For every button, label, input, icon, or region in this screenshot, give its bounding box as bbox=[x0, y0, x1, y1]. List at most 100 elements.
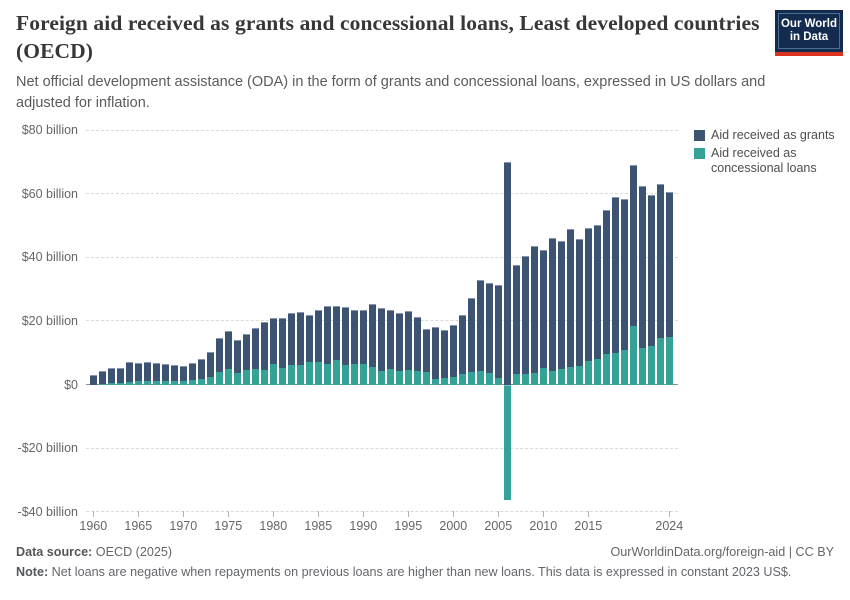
bar-grants-2002[interactable] bbox=[467, 298, 475, 372]
bar-grants-1975[interactable] bbox=[224, 330, 232, 369]
bar-loans-2007[interactable] bbox=[512, 373, 520, 386]
bar-grants-2014[interactable] bbox=[575, 239, 583, 367]
bar-grants-1999[interactable] bbox=[440, 330, 448, 379]
bar-loans-1989[interactable] bbox=[350, 362, 358, 386]
bar-loans-1984[interactable] bbox=[305, 360, 313, 386]
bar-grants-2009[interactable] bbox=[530, 246, 538, 373]
bar-grants-1963[interactable] bbox=[116, 367, 124, 383]
bar-grants-2012[interactable] bbox=[557, 240, 565, 370]
bar-grants-2016[interactable] bbox=[593, 225, 601, 360]
owid-logo[interactable]: Our World in Data bbox=[775, 10, 843, 56]
bar-loans-1972[interactable] bbox=[197, 378, 205, 386]
bar-grants-1966[interactable] bbox=[143, 361, 151, 382]
bar-grants-2008[interactable] bbox=[521, 256, 529, 374]
bar-loans-2004[interactable] bbox=[485, 371, 493, 386]
bar-loans-2016[interactable] bbox=[593, 358, 601, 386]
bar-grants-1990[interactable] bbox=[359, 309, 367, 365]
bar-grants-1976[interactable] bbox=[233, 340, 241, 374]
bar-grants-2003[interactable] bbox=[476, 279, 484, 371]
bar-grants-1962[interactable] bbox=[107, 367, 115, 384]
bar-loans-2024[interactable] bbox=[665, 335, 673, 386]
bar-loans-2022[interactable] bbox=[647, 345, 655, 386]
bar-grants-1964[interactable] bbox=[125, 362, 133, 382]
bar-grants-1970[interactable] bbox=[179, 366, 187, 382]
bar-loans-2002[interactable] bbox=[467, 370, 475, 386]
bar-loans-1991[interactable] bbox=[368, 366, 376, 386]
bar-loans-2010[interactable] bbox=[539, 366, 547, 386]
bar-grants-1978[interactable] bbox=[251, 327, 259, 370]
bar-loans-2018[interactable] bbox=[611, 351, 619, 386]
bar-grants-1985[interactable] bbox=[314, 309, 322, 362]
bar-grants-1992[interactable] bbox=[377, 308, 385, 371]
bar-grants-1988[interactable] bbox=[341, 306, 349, 366]
bar-loans-2013[interactable] bbox=[566, 366, 574, 386]
bar-grants-1977[interactable] bbox=[242, 333, 250, 370]
bar-loans-2000[interactable] bbox=[449, 375, 457, 386]
bar-grants-1980[interactable] bbox=[269, 317, 277, 364]
bar-loans-1975[interactable] bbox=[224, 367, 232, 386]
bar-grants-1967[interactable] bbox=[152, 362, 160, 381]
bar-grants-2006[interactable] bbox=[503, 161, 511, 386]
bar-grants-2005[interactable] bbox=[494, 285, 502, 379]
bar-loans-1993[interactable] bbox=[386, 367, 394, 386]
bar-loans-1988[interactable] bbox=[341, 364, 349, 386]
bar-loans-2023[interactable] bbox=[656, 336, 664, 386]
bar-grants-1969[interactable] bbox=[170, 365, 178, 382]
bar-grants-2000[interactable] bbox=[449, 325, 457, 377]
bar-grants-2022[interactable] bbox=[647, 195, 655, 347]
bar-loans-1998[interactable] bbox=[431, 377, 439, 386]
bar-grants-2017[interactable] bbox=[602, 210, 610, 355]
bar-grants-1982[interactable] bbox=[287, 313, 295, 366]
bar-grants-2011[interactable] bbox=[548, 238, 556, 371]
bar-loans-2014[interactable] bbox=[575, 365, 583, 386]
bar-grants-2021[interactable] bbox=[638, 186, 646, 348]
bar-grants-1981[interactable] bbox=[278, 317, 286, 368]
legend-item-1[interactable]: Aid received as concessional loans bbox=[694, 146, 846, 175]
bar-grants-1987[interactable] bbox=[332, 306, 340, 361]
bar-grants-1998[interactable] bbox=[431, 327, 439, 379]
bar-loans-1978[interactable] bbox=[251, 368, 259, 386]
bar-loans-2009[interactable] bbox=[530, 371, 538, 386]
bar-loans-2012[interactable] bbox=[557, 368, 565, 386]
bar-grants-2013[interactable] bbox=[566, 229, 574, 368]
bar-loans-2011[interactable] bbox=[548, 369, 556, 386]
bar-grants-2020[interactable] bbox=[629, 165, 637, 327]
bar-loans-2019[interactable] bbox=[620, 349, 628, 386]
bar-loans-2006[interactable] bbox=[503, 384, 511, 501]
bar-grants-1960[interactable] bbox=[89, 374, 97, 385]
bar-loans-1997[interactable] bbox=[422, 370, 430, 386]
bar-grants-2004[interactable] bbox=[485, 283, 493, 373]
bar-loans-1999[interactable] bbox=[440, 377, 448, 386]
bar-grants-2007[interactable] bbox=[512, 265, 520, 375]
bar-loans-1981[interactable] bbox=[278, 366, 286, 386]
bar-loans-2020[interactable] bbox=[629, 325, 637, 386]
bar-loans-1982[interactable] bbox=[287, 364, 295, 386]
bar-loans-2001[interactable] bbox=[458, 372, 466, 386]
bar-grants-1996[interactable] bbox=[413, 317, 421, 371]
bar-loans-2008[interactable] bbox=[521, 372, 529, 386]
bar-loans-1980[interactable] bbox=[269, 362, 277, 386]
bar-grants-1989[interactable] bbox=[350, 310, 358, 364]
bar-grants-1993[interactable] bbox=[386, 309, 394, 369]
bar-loans-2021[interactable] bbox=[638, 346, 646, 386]
bar-loans-1987[interactable] bbox=[332, 359, 340, 386]
bar-grants-1995[interactable] bbox=[404, 310, 412, 371]
bar-grants-1991[interactable] bbox=[368, 304, 376, 368]
bar-grants-1984[interactable] bbox=[305, 315, 313, 362]
bar-grants-1972[interactable] bbox=[197, 358, 205, 380]
bar-grants-1979[interactable] bbox=[260, 321, 268, 370]
bar-loans-1973[interactable] bbox=[206, 375, 214, 386]
bar-grants-1986[interactable] bbox=[323, 306, 331, 364]
legend-item-0[interactable]: Aid received as grants bbox=[694, 128, 846, 142]
bar-grants-2024[interactable] bbox=[665, 192, 673, 337]
bar-loans-1983[interactable] bbox=[296, 364, 304, 386]
bar-grants-2023[interactable] bbox=[656, 184, 664, 338]
bar-grants-2001[interactable] bbox=[458, 314, 466, 374]
bar-loans-1990[interactable] bbox=[359, 363, 367, 386]
bar-loans-1979[interactable] bbox=[260, 368, 268, 386]
bar-grants-1997[interactable] bbox=[422, 328, 430, 372]
bar-loans-2017[interactable] bbox=[602, 353, 610, 386]
bar-grants-1965[interactable] bbox=[134, 363, 142, 382]
bar-grants-1968[interactable] bbox=[161, 363, 169, 381]
bar-loans-2005[interactable] bbox=[494, 377, 502, 386]
